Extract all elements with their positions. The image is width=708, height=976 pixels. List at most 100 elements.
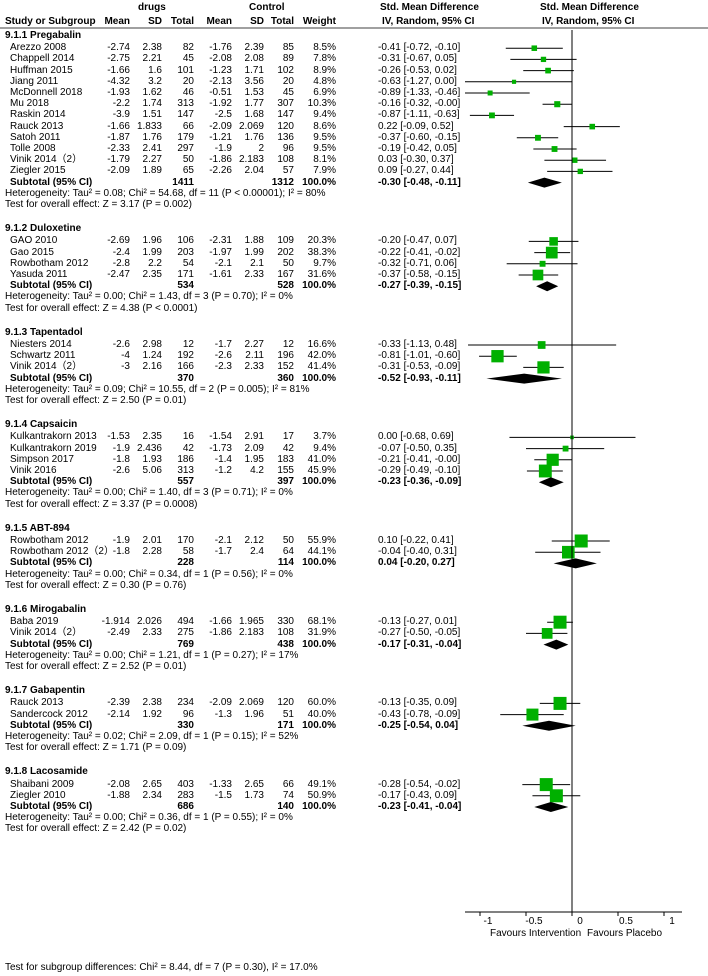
study-name: Raskin 2014: [10, 109, 66, 121]
drugs-total: 58: [182, 546, 194, 558]
subtotal-weight: 100.0%: [302, 638, 336, 650]
drugs-sd: 1.833: [136, 120, 162, 132]
control-mean: -1.23: [209, 64, 232, 76]
study-ci: -0.33 [-1.13, 0.48]: [378, 339, 457, 350]
drugs-total: 203: [177, 246, 194, 258]
drugs-mean: -1.66: [107, 120, 130, 132]
drugs-total: 45: [182, 53, 194, 65]
subtotal-control-total: 1312: [271, 176, 294, 188]
control-total: 155: [277, 465, 294, 476]
subtotal-drugs-total: 557: [177, 476, 194, 488]
study-ci: 0.09 [-0.27, 0.44]: [378, 165, 454, 177]
study-name: Tolle 2008: [10, 143, 56, 154]
control-mean: -2.5: [214, 109, 232, 121]
study-name: Vinik 2016: [10, 465, 57, 476]
study-marker: [540, 56, 547, 63]
study-marker: [491, 350, 504, 363]
control-sd: 2.04: [244, 165, 264, 177]
drugs-mean: -3.9: [112, 109, 130, 121]
drugs-sd: 1.62: [142, 87, 162, 98]
drugs-total: 494: [177, 616, 194, 628]
subtotal-diamond: [538, 477, 564, 488]
drugs-total: 297: [177, 143, 194, 154]
header-smd-title-left: Std. Mean Difference: [380, 2, 479, 13]
drugs-mean: -2.69: [107, 235, 130, 247]
drugs-sd: 1.51: [142, 109, 162, 121]
study-ci: -0.28 [-0.54, -0.02]: [378, 778, 461, 790]
study-ci: 0.00 [-0.68, 0.69]: [378, 431, 454, 443]
study-name: Simpson 2017: [10, 453, 74, 465]
control-mean: -2.13: [209, 75, 232, 87]
header-total-drugs: Total: [170, 16, 194, 27]
study-ci: -0.13 [-0.35, 0.09]: [378, 697, 457, 709]
control-total: 64: [282, 546, 294, 558]
axis-tick-label: 0: [577, 916, 583, 927]
header-control: Control: [249, 2, 285, 13]
study-name: Ziegler 2010: [10, 789, 66, 801]
control-total: 74: [282, 789, 294, 801]
study-name: Gao 2015: [10, 246, 54, 258]
drugs-sd: 3.2: [148, 75, 162, 87]
header-total-control: Total: [270, 16, 294, 27]
study-ci: -0.43 [-0.78, -0.09]: [378, 708, 461, 720]
overall-effect-test: Test for overall effect: Z = 0.30 (P = 0…: [5, 579, 187, 591]
drugs-total: 275: [177, 627, 194, 639]
study-name: Vinik 2014（2）: [10, 154, 83, 166]
control-total: 66: [282, 778, 294, 790]
drugs-total: 186: [177, 453, 194, 465]
subtotal-weight: 100.0%: [302, 719, 336, 731]
drugs-total: 50: [182, 154, 194, 166]
drugs-sd: 1.24: [142, 350, 162, 362]
study-marker: [546, 453, 559, 466]
study-weight: 9.4%: [313, 109, 336, 121]
drugs-total: 179: [177, 131, 194, 143]
study-marker: [549, 237, 558, 246]
control-mean: -2.26: [209, 165, 232, 177]
study-ci: -0.07 [-0.50, 0.35]: [378, 442, 457, 454]
study-weight: 40.0%: [307, 708, 336, 720]
drugs-sd: 2.34: [142, 789, 162, 801]
control-sd: 2.39: [244, 42, 264, 54]
header-smd-title-right: Std. Mean Difference: [540, 2, 639, 13]
study-marker: [545, 246, 558, 259]
subtotal-label: Subtotal (95% CI): [10, 801, 93, 812]
axis-tick-label: -0.5: [525, 916, 543, 927]
study-weight: 49.1%: [307, 778, 336, 790]
drugs-mean: -2.75: [107, 53, 130, 65]
study-weight: 55.9%: [307, 535, 336, 546]
subtotal-label: Subtotal (95% CI): [10, 719, 93, 731]
study-ci: -0.87 [-1.11, -0.63]: [378, 109, 460, 121]
subtotal-drugs-total: 686: [177, 801, 194, 812]
control-sd: 2.09: [244, 442, 264, 454]
control-sd: 2.65: [244, 778, 264, 790]
subtotal-label: Subtotal (95% CI): [10, 372, 93, 384]
control-total: 50: [282, 535, 294, 546]
control-total: 108: [277, 154, 294, 166]
subtotal-control-total: 140: [277, 801, 294, 812]
header-smd-method-left: IV, Random, 95% CI: [382, 16, 475, 27]
drugs-mean: -4.32: [107, 75, 130, 87]
control-total: 330: [277, 616, 294, 628]
drugs-total: 106: [177, 235, 194, 247]
subtotal-control-total: 397: [277, 476, 294, 488]
study-ci: -0.41 [-0.72, -0.10]: [378, 42, 461, 54]
control-total: 85: [282, 42, 294, 54]
study-ci: -0.37 [-0.60, -0.15]: [378, 131, 461, 143]
drugs-total: 12: [182, 339, 194, 350]
subtotal-diamond: [534, 802, 569, 812]
drugs-sd: 1.92: [142, 708, 162, 720]
study-ci: -0.22 [-0.41, -0.02]: [378, 246, 461, 258]
control-mean: -1.2: [214, 465, 232, 476]
heterogeneity-text: Heterogeneity: Tau² = 0.09; Chi² = 10.55…: [5, 383, 310, 395]
heterogeneity-text: Heterogeneity: Tau² = 0.00; Chi² = 1.40,…: [5, 487, 293, 499]
study-weight: 7.9%: [313, 165, 336, 177]
study-weight: 10.3%: [307, 98, 336, 110]
control-sd: 3.56: [244, 75, 264, 87]
study-weight: 16.6%: [307, 339, 336, 350]
subgroup-title: 9.1.2 Duloxetine: [5, 223, 82, 235]
study-marker: [541, 628, 553, 639]
study-weight: 50.9%: [307, 789, 336, 801]
control-sd: 1.88: [244, 235, 264, 247]
drugs-sd: 1.89: [142, 165, 162, 177]
control-total: 108: [277, 627, 294, 639]
